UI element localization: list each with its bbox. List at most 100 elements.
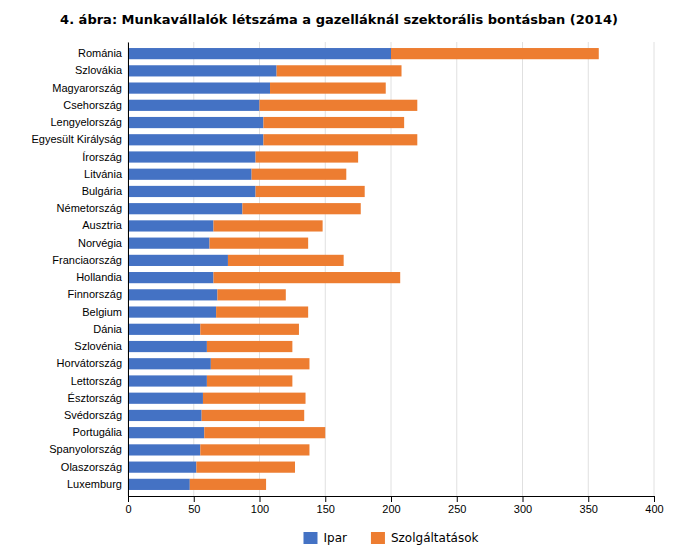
grid-line [456, 42, 457, 496]
bar [128, 186, 256, 197]
grid-line [654, 42, 655, 496]
legend-swatch [371, 532, 385, 544]
bar [228, 255, 344, 266]
chart: 4. ábra: Munkavállalók létszáma a gazell… [0, 0, 678, 560]
bar [277, 65, 402, 76]
tick-mark [194, 496, 195, 502]
bar [128, 65, 277, 76]
tick-label: 150 [317, 503, 335, 515]
bar [128, 462, 196, 473]
axis-line [128, 43, 129, 497]
tick: Olaszország [61, 461, 128, 473]
legend-label: Szolgáltatások [391, 531, 479, 545]
tick-label: Belgium [82, 306, 122, 318]
bar [128, 100, 260, 111]
bar [270, 82, 386, 93]
title: 4. ábra: Munkavállalók létszáma a gazell… [60, 12, 618, 27]
tick-label: Írország [82, 151, 122, 163]
tick-mark [325, 496, 326, 502]
bar [216, 306, 308, 317]
tick: Észtország [68, 392, 128, 404]
legend-item: Szolgáltatások [371, 531, 479, 545]
tick-label: 300 [514, 503, 532, 515]
tick-label: Norvégia [78, 237, 123, 249]
bar [128, 289, 217, 300]
series [128, 48, 391, 490]
tick: Magyarország [52, 82, 128, 94]
bar [128, 220, 213, 231]
bar [200, 444, 309, 455]
tick-label: 350 [580, 503, 598, 515]
tick: 200 [382, 496, 400, 515]
bar [128, 324, 200, 335]
bar [128, 479, 190, 490]
tick: 300 [514, 496, 532, 515]
tick: Horvátország [57, 357, 128, 369]
tick: 50 [188, 496, 200, 515]
bar [128, 427, 204, 438]
tick: Egyesült Királyság [32, 133, 129, 145]
bar [128, 255, 228, 266]
bar [128, 272, 213, 283]
bar [128, 375, 207, 386]
tick: Norvégia [78, 237, 128, 249]
tick-label: 250 [448, 503, 466, 515]
tick-label: Finnország [68, 288, 122, 300]
x-axis: 0 50 100 150 200 250 300 350 400 [125, 496, 663, 515]
tick-label: Luxemburg [67, 478, 122, 490]
tick: Franciaország [52, 254, 128, 266]
bar [128, 341, 207, 352]
tick: Írország [82, 151, 128, 163]
tick-label: Dánia [93, 323, 123, 335]
tick-label: 200 [382, 503, 400, 515]
tick-mark [457, 496, 458, 502]
tick-label: Franciaország [52, 254, 122, 266]
bar [242, 203, 360, 214]
tick-label: 400 [645, 503, 663, 515]
bar [200, 324, 299, 335]
tick-mark [260, 496, 261, 502]
tick: Litvánia [84, 168, 128, 180]
bar [128, 48, 391, 59]
tick: Hollandia [76, 271, 128, 283]
bar [128, 117, 263, 128]
tick: Németország [57, 202, 128, 214]
bar [263, 134, 417, 145]
tick-label: 100 [251, 503, 269, 515]
bar [252, 169, 347, 180]
tick-label: Portugália [72, 426, 122, 438]
bar [260, 100, 418, 111]
bar [190, 479, 266, 490]
bar [128, 393, 203, 404]
tick: Bulgária [82, 185, 128, 197]
tick: Lettország [71, 375, 128, 387]
tick-label: Szlovénia [74, 340, 123, 352]
tick-label: Horvátország [57, 357, 122, 369]
tick-label: Litvánia [84, 168, 123, 180]
grid-line [588, 42, 589, 496]
tick-label: 0 [125, 503, 131, 515]
tick-label: Lengyelország [50, 116, 122, 128]
tick: Csehország [63, 99, 128, 111]
tick-label: Németország [57, 202, 122, 214]
legend: Ipar Szolgáltatások [303, 531, 478, 545]
bar [128, 169, 252, 180]
legend-label: Ipar [323, 531, 347, 545]
bar [217, 289, 285, 300]
tick-label: Svédország [64, 409, 122, 421]
tick-label: Lettország [71, 375, 122, 387]
bar [204, 427, 325, 438]
bar [128, 444, 200, 455]
axis-line [129, 497, 655, 503]
bar [128, 358, 211, 369]
bar [128, 410, 202, 421]
grid-line [522, 42, 523, 496]
tick: Szlovénia [74, 340, 128, 352]
series [190, 48, 599, 490]
bar [211, 358, 310, 369]
bar [203, 393, 306, 404]
bar [207, 341, 292, 352]
tick-label: Egyesült Királyság [32, 133, 123, 145]
tick: 100 [251, 496, 269, 515]
tick: Portugália [72, 426, 128, 438]
